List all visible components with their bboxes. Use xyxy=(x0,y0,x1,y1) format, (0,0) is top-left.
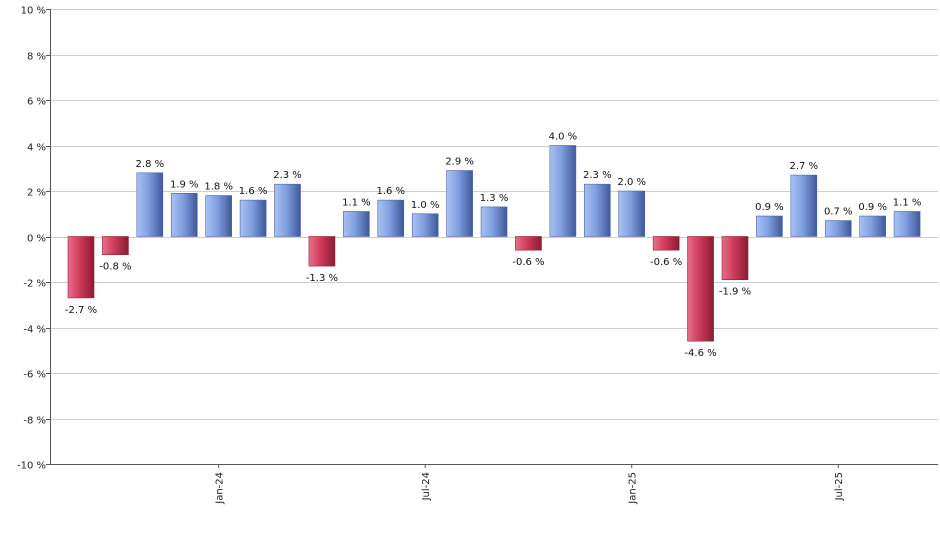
bar-aug-24 xyxy=(446,170,473,237)
bar-dec-24 xyxy=(583,183,611,237)
data-label: -1.9 % xyxy=(719,287,751,298)
y-tick-label: -8 % xyxy=(23,416,46,427)
x-tick-label: Jul-25 xyxy=(834,472,845,501)
data-label: 2.9 % xyxy=(445,157,474,168)
bars xyxy=(67,145,921,342)
bar-may-25 xyxy=(756,215,783,237)
data-label: 1.0 % xyxy=(411,200,440,211)
bar-mar-24 xyxy=(274,183,301,237)
data-label: 2.7 % xyxy=(790,161,819,172)
bar-nov-23 xyxy=(136,172,164,237)
data-label: 0.9 % xyxy=(858,202,887,213)
bar-jun-25 xyxy=(790,174,818,237)
x-tick-label: Jul-24 xyxy=(421,472,432,501)
data-label: 1.3 % xyxy=(480,193,509,204)
data-label: -0.6 % xyxy=(650,257,682,268)
data-label: 2.8 % xyxy=(136,159,165,170)
bar-jun-24 xyxy=(377,199,405,237)
data-label: -4.6 % xyxy=(684,348,716,359)
y-tick-label: -10 % xyxy=(17,461,46,472)
y-tick-label: 2 % xyxy=(27,188,46,199)
data-label: 1.1 % xyxy=(342,197,371,208)
data-label: 4.0 % xyxy=(549,132,578,143)
y-tick-label: 6 % xyxy=(27,97,46,108)
y-tick-label: 4 % xyxy=(27,143,46,154)
y-tick-label: -6 % xyxy=(23,370,46,381)
data-label: 2.3 % xyxy=(273,170,302,181)
bar-jul-25 xyxy=(824,220,852,237)
bar-sep-25 xyxy=(893,211,921,237)
bar-oct-23 xyxy=(102,236,129,256)
bar-jan-24 xyxy=(205,195,232,237)
data-label: 2.0 % xyxy=(617,177,646,188)
bar-apr-24 xyxy=(308,236,336,267)
bar-sep-24 xyxy=(480,206,508,237)
bar-sep-23 xyxy=(67,236,95,299)
bar-feb-25 xyxy=(652,236,680,251)
data-label: 1.9 % xyxy=(170,179,199,190)
data-label: 1.6 % xyxy=(239,186,268,197)
axes: 10 % 8 % 6 % 4 % 2 % 0 % -2 % -4 % -6 % -8 % -10 %… xyxy=(17,6,938,505)
bar-jul-24 xyxy=(411,213,439,237)
bar-apr-25 xyxy=(721,236,749,281)
y-tick-label: 10 % xyxy=(21,6,46,17)
data-label: -0.6 % xyxy=(512,257,544,268)
bar-mar-25 xyxy=(687,236,714,342)
bar-dec-23 xyxy=(170,192,198,237)
bar-may-24 xyxy=(343,211,370,237)
y-tick-label: 8 % xyxy=(27,52,46,63)
bar-jan-25 xyxy=(618,190,646,237)
data-label: 1.1 % xyxy=(893,197,922,208)
bar-oct-24 xyxy=(515,236,542,251)
y-tick-label: -4 % xyxy=(23,325,46,336)
bar-feb-24 xyxy=(239,199,267,237)
data-label: -2.7 % xyxy=(65,305,97,316)
y-tick-label: 0 % xyxy=(27,234,46,245)
data-label: 1.8 % xyxy=(204,182,233,193)
grid-lines xyxy=(50,9,938,465)
data-labels: -2.7 % -0.8 % 2.8 % 1.9 % 1.8 % 1.6 % 2.3 % -1.… xyxy=(65,132,921,360)
data-label: 1.6 % xyxy=(376,186,405,197)
x-tick-label: Jan-25 xyxy=(628,472,639,505)
data-label: 0.9 % xyxy=(755,202,784,213)
data-label: -0.8 % xyxy=(99,262,131,273)
bar-aug-25 xyxy=(859,215,886,237)
y-tick-label: -2 % xyxy=(23,279,46,290)
bar-nov-24 xyxy=(549,145,577,237)
data-label: -1.3 % xyxy=(306,273,338,284)
data-label: 2.3 % xyxy=(583,170,612,181)
data-label: 0.7 % xyxy=(824,207,853,218)
x-tick-label: Jan-24 xyxy=(215,472,226,505)
